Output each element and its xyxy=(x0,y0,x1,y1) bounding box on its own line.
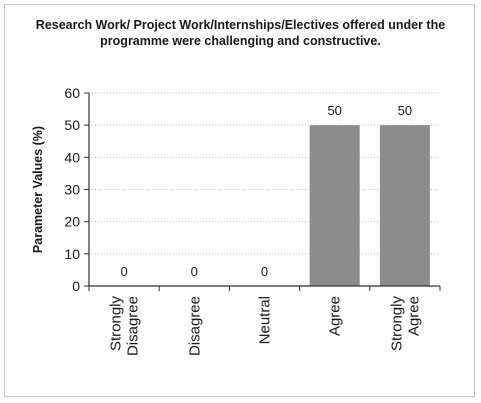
value-label: 0 xyxy=(120,264,127,279)
bar-strongly-agree xyxy=(379,125,430,287)
y-tick-label: 50 xyxy=(64,117,80,133)
y-tick-label: 40 xyxy=(64,149,80,165)
chart-title: Research Work/ Project Work/Internships/… xyxy=(35,18,446,48)
value-label: 0 xyxy=(191,264,198,279)
x-tick-label: Strongly xyxy=(108,296,125,352)
value-label: 0 xyxy=(261,264,268,279)
bars xyxy=(309,125,430,287)
x-tick-label: Agree xyxy=(405,296,422,336)
y-tick-label: 30 xyxy=(64,182,80,198)
x-tick-label: Disagree xyxy=(125,296,142,356)
value-label: 50 xyxy=(327,103,341,118)
bar-agree xyxy=(309,125,360,287)
y-tick-label: 10 xyxy=(64,246,80,262)
axes xyxy=(84,92,441,291)
x-tick-label: Neutral xyxy=(257,296,274,344)
x-tick-label: Disagree xyxy=(186,296,203,356)
x-tick-label: Agree xyxy=(327,296,344,336)
y-tick-label: 60 xyxy=(64,85,80,101)
y-tick-label: 0 xyxy=(72,278,80,294)
y-tick-label: 20 xyxy=(64,214,80,230)
x-tick-label: Strongly xyxy=(388,296,405,352)
y-axis-title: Parameter Values (%) xyxy=(31,126,45,253)
value-label: 50 xyxy=(398,103,412,118)
